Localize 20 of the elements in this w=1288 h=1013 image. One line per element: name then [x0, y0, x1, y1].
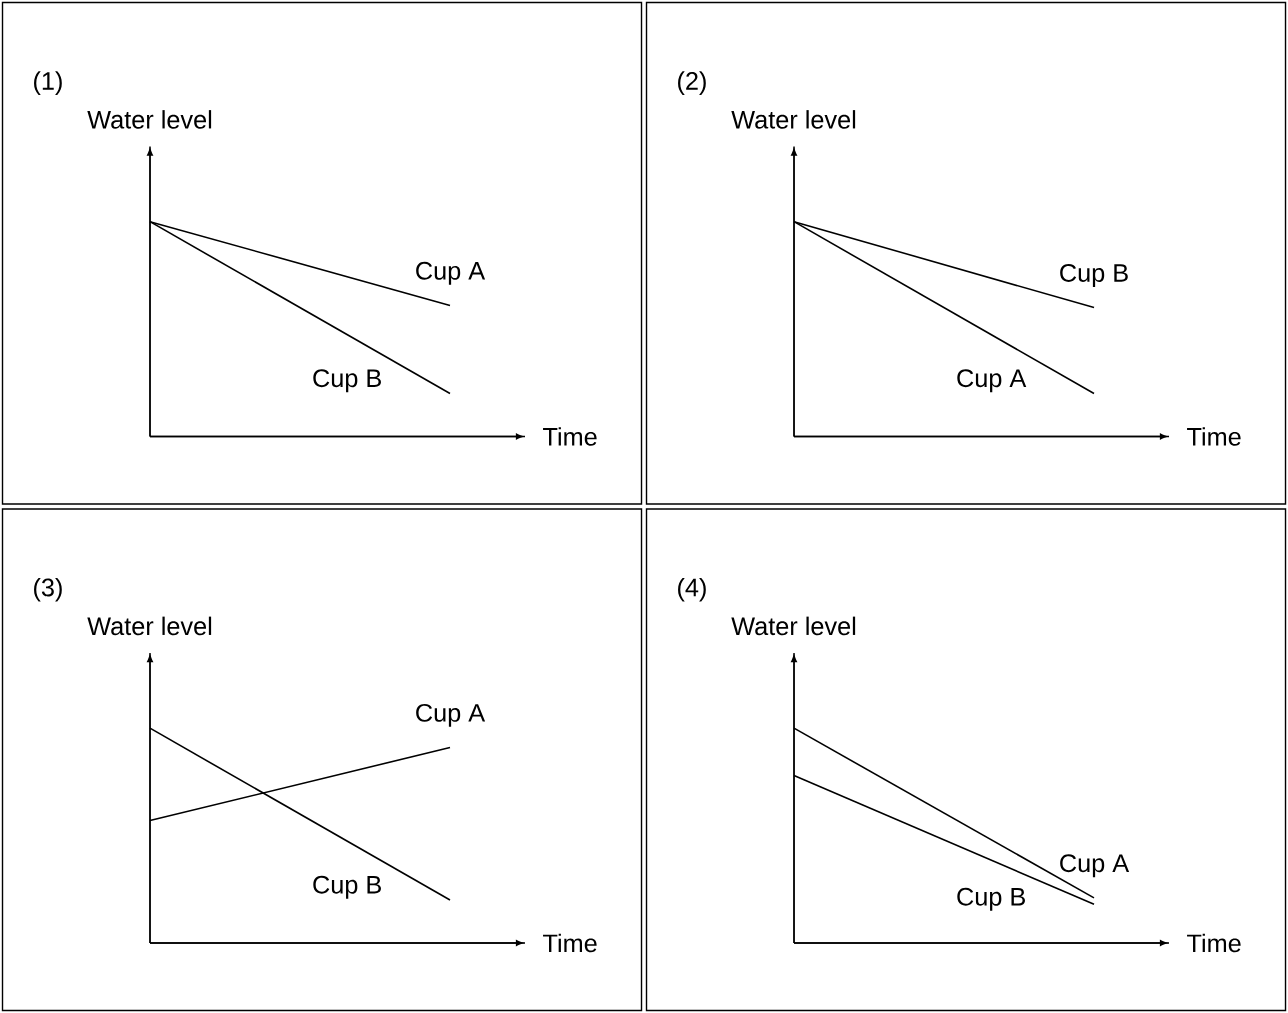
- y-axis-title: Water level: [731, 110, 856, 129]
- series-label: Cup A: [1060, 854, 1130, 878]
- series-label: Cup A: [416, 261, 486, 285]
- x-axis-title: Time: [543, 427, 597, 446]
- y-axis-title: Water level: [731, 616, 856, 636]
- x-axis-title: Time: [1187, 933, 1241, 953]
- series-label: Cup A: [416, 703, 486, 727]
- series-label: Cup B: [957, 887, 1025, 911]
- chart-title: (3): [34, 577, 62, 602]
- y-axis-title: Water level: [87, 616, 212, 636]
- chart-title: (4): [678, 577, 706, 602]
- x-axis-title: Time: [543, 933, 597, 953]
- series-label: Cup B: [313, 875, 381, 899]
- series-label: Cup B: [313, 369, 381, 393]
- x-axis-title: Time: [1187, 427, 1241, 446]
- y-axis-title: Water level: [87, 110, 212, 129]
- chart-title: (2): [678, 71, 706, 95]
- chart-title: (1): [34, 71, 62, 95]
- series-label: Cup B: [1060, 263, 1128, 287]
- series-label: Cup A: [957, 369, 1027, 393]
